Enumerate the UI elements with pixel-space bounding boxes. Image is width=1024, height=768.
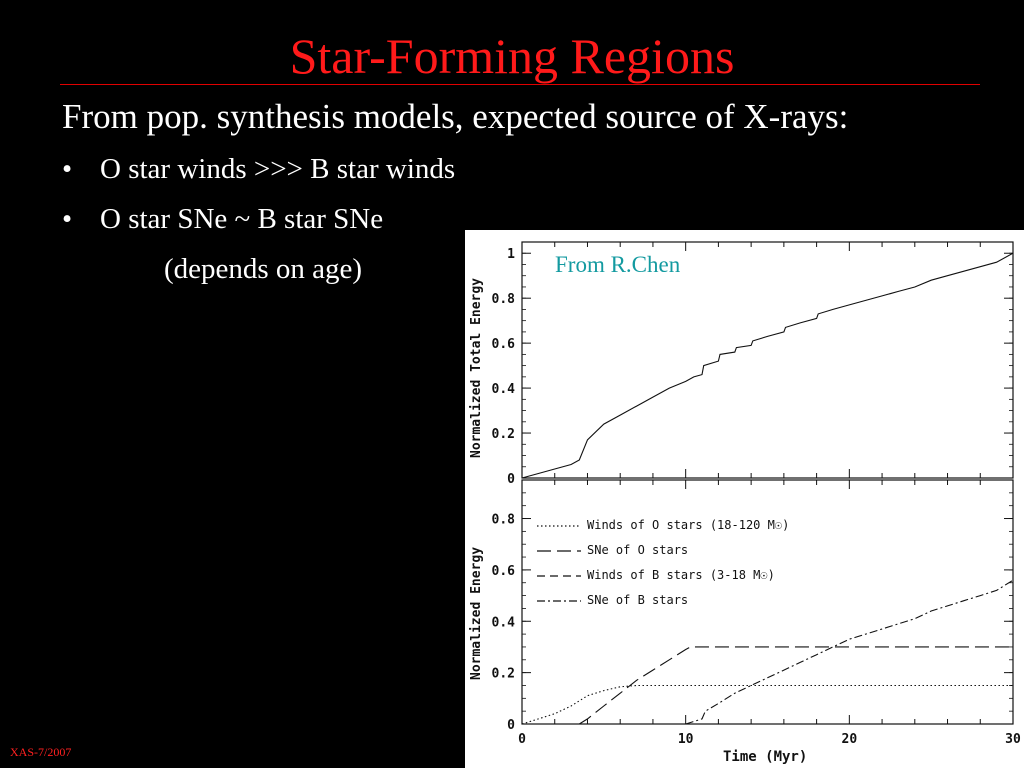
bottom-x-tick-label: 20: [842, 732, 858, 747]
top-y-tick-label: 0: [507, 472, 515, 487]
bottom-x-tick-label: 0: [518, 732, 526, 747]
top-series-line-0: [521, 252, 1014, 479]
x-axis-label: Time (Myr): [723, 749, 808, 765]
figure-credit: From R.Chen: [555, 252, 681, 277]
bullet-text: O star winds >>> B star winds: [100, 153, 456, 185]
slide-title: Star-Forming Regions: [289, 28, 735, 84]
bullet-marker: •: [62, 203, 73, 235]
energy-figure: 0 0.2 0.4 0.6 0.8 1 0 0.2 0.4 0.6 0.8 0 10 20 30 From …: [465, 230, 1024, 768]
top-y-tick-label: 0.2: [492, 427, 515, 442]
bottom-y-tick-label: 0: [507, 718, 515, 733]
footer-label: XAS-7/2007: [10, 745, 72, 759]
bottom-x-tick-label: 10: [678, 732, 694, 747]
bottom-series-line-3: [685, 579, 1014, 725]
bottom-series-line-1: [579, 646, 1013, 725]
legend-label: SNe of O stars: [587, 543, 689, 557]
bullet-text: O star SNe ~ B star SNe: [100, 203, 384, 235]
top-y-tick-label: 0.6: [492, 337, 516, 352]
top-y-tick-label: 0.4: [492, 382, 516, 397]
age-note: (depends on age): [164, 253, 363, 285]
bullet-o-star-winds: • O star winds >>> B star winds: [62, 152, 455, 186]
bottom-series-line-0: [521, 684, 1013, 725]
bottom-y-tick-label: 0.6: [492, 564, 516, 579]
top-y-tick-label: 0.8: [492, 292, 516, 307]
bullet-marker: •: [62, 153, 73, 185]
intro-text: From pop. synthesis models, expected sou…: [62, 97, 849, 136]
bottom-x-tick-label: 30: [1005, 732, 1021, 747]
bottom-y-tick-label: 0.8: [492, 513, 516, 528]
bullet-o-star-sne: • O star SNe ~ B star SNe: [62, 202, 383, 236]
legend-label: Winds of O stars (18-120 M☉): [587, 518, 790, 532]
bottom-y-tick-label: 0.4: [492, 615, 516, 630]
top-y-axis-label: Normalized Total Energy: [469, 277, 484, 458]
top-y-tick-label: 1: [507, 247, 515, 262]
legend-label: SNe of B stars: [587, 593, 689, 607]
title-underline: [60, 84, 980, 85]
bottom-y-axis-label: Normalized Energy: [469, 546, 484, 680]
legend-label: Winds of B stars (3-18 M☉): [587, 568, 775, 582]
bottom-plot-frame: [521, 479, 1014, 725]
top-plot-frame: [521, 241, 1014, 479]
bottom-y-tick-label: 0.2: [492, 667, 515, 682]
